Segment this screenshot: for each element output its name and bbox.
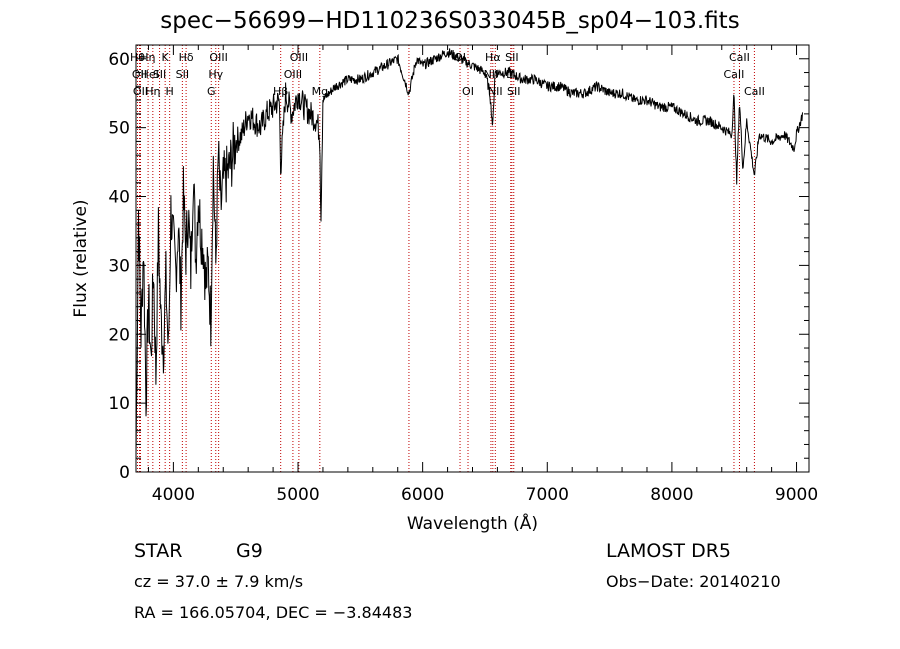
spectral-line-label: OII [132, 68, 147, 81]
spectral-line-label: Hβ [273, 85, 288, 98]
spectral-line-label: Hα [485, 51, 501, 64]
spectral-line-label: OIII [209, 51, 227, 64]
obs-date-text: Obs−Date: 20140210 [606, 572, 781, 591]
chart-title: spec−56699−HD110236S033045B_sp04−103.fit… [160, 8, 740, 34]
spectral-line-label: Hη [140, 51, 155, 64]
spectral-line-label: NII [484, 68, 499, 81]
x-tick-label: 6000 [401, 485, 444, 505]
y-tick-label: 20 [108, 325, 130, 345]
spectral-line-label: Mg [312, 85, 328, 98]
spectral-line-label: OIII [284, 68, 302, 81]
y-tick-label: 0 [119, 463, 130, 483]
spectral-line-label: Li [506, 68, 515, 81]
x-tick-label: 4000 [152, 485, 195, 505]
spectral-line-label: SII [505, 51, 518, 64]
spectral-line-label: SII [507, 85, 520, 98]
spectral-line-label: Hη [145, 85, 160, 98]
spectral-line-label: OI [462, 85, 474, 98]
spectral-line-label: Hδ [179, 51, 194, 64]
x-axis-label: Wavelength (Å) [407, 512, 538, 534]
x-tick-label: 8000 [650, 485, 693, 505]
x-tick-label: 9000 [775, 485, 818, 505]
y-tick-label: 40 [108, 188, 130, 208]
redshift-text: cz = 37.0 ± 7.9 km/s [134, 572, 304, 591]
spectral-line-label: OI [454, 51, 466, 64]
coordinates-text: RA = 166.05704, DEC = −3.84483 [134, 603, 413, 622]
survey-label: LAMOST DR5 [606, 540, 731, 562]
plot-frame [135, 44, 810, 473]
y-tick-label: 10 [108, 394, 130, 414]
y-tick-label: 50 [108, 119, 130, 139]
y-tick-label: 30 [108, 256, 130, 276]
spectral-line-label: CaII [744, 85, 765, 98]
spectrum-line [135, 48, 803, 459]
spectral-line-label: OIII [290, 51, 308, 64]
spectral-line-label: NII [488, 85, 503, 98]
y-axis-label: Flux (relative) [71, 199, 91, 317]
object-class: STAR [134, 540, 183, 562]
spectral-line-label: H [166, 85, 174, 98]
y-tick-label: 60 [108, 50, 130, 70]
spectral-line-label: Hγ [208, 68, 223, 81]
spectral-line-label: SII [153, 68, 166, 81]
spectral-line-label: SII [176, 68, 189, 81]
spectral-line-label: CaII [724, 68, 745, 81]
object-subclass: G9 [236, 540, 263, 562]
spectral-line-label: Hθ [130, 51, 145, 64]
x-tick-label: 5000 [276, 485, 319, 505]
spectral-line-label: CaII [729, 51, 750, 64]
spectral-line-label: G [207, 85, 216, 98]
spectral-line-label: HeI [141, 68, 159, 81]
x-tick-label: 7000 [526, 485, 569, 505]
spectral-line-label: OII [133, 85, 148, 98]
spectral-line-label: K [162, 51, 170, 64]
